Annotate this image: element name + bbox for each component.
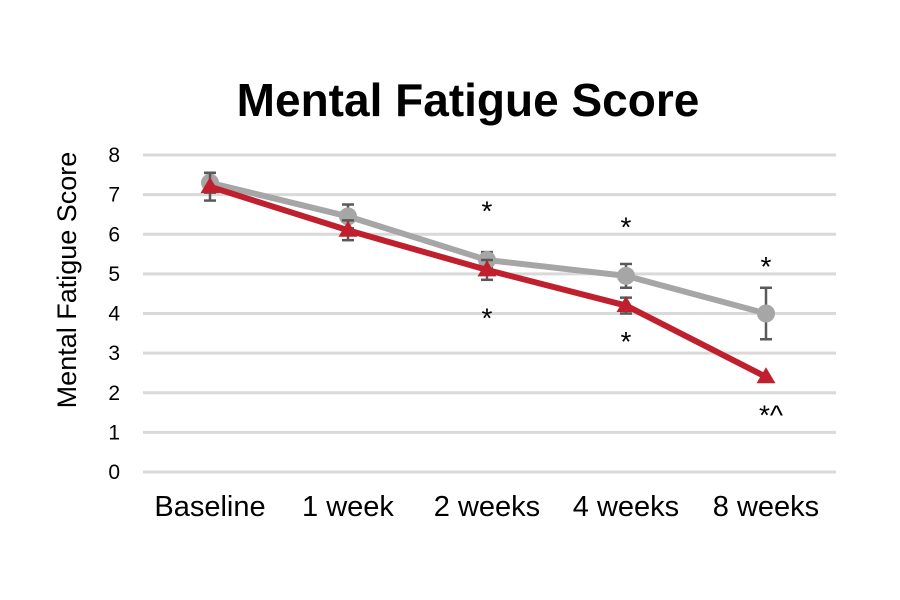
y-tick-label: 6 — [108, 223, 120, 246]
x-tick-label: 1 week — [302, 491, 394, 523]
x-tick-label: 8 weeks — [713, 491, 819, 523]
significance-marker: * — [761, 251, 772, 282]
x-tick-label: 4 weeks — [573, 491, 679, 523]
significance-marker: * — [621, 211, 632, 242]
y-tick-labels: 0 1 2 3 4 5 6 7 8 — [108, 144, 120, 484]
data-point — [616, 295, 636, 312]
data-point — [617, 266, 635, 285]
series-2 — [200, 171, 776, 384]
y-tick-label: 4 — [108, 303, 120, 326]
y-tick-label: 1 — [108, 421, 120, 444]
y-axis-label: Mental Fatigue Score — [52, 152, 82, 409]
chart-title: Mental Fatigue Score — [237, 74, 700, 126]
data-point — [757, 304, 775, 323]
x-tick-label: 2 weeks — [434, 491, 540, 523]
data-point — [200, 177, 220, 194]
x-tick-label: Baseline — [154, 491, 265, 523]
data-point — [477, 260, 497, 277]
y-tick-label: 7 — [108, 184, 120, 207]
series — [200, 171, 776, 384]
y-tick-label: 3 — [108, 342, 120, 365]
significance-marker: *^ — [759, 400, 783, 431]
y-tick-label: 8 — [108, 144, 120, 167]
significance-marker: * — [482, 302, 493, 333]
y-tick-label: 5 — [108, 263, 120, 286]
data-point — [756, 367, 776, 384]
y-tick-label: 2 — [108, 382, 120, 405]
significance-marker: * — [482, 195, 493, 226]
data-point — [338, 220, 358, 237]
significance-marker: * — [621, 326, 632, 357]
x-tick-labels: Baseline 1 week 2 weeks 4 weeks 8 weeks — [154, 491, 819, 523]
y-tick-label: 0 — [108, 461, 120, 484]
annotations: * * * * * *^ — [482, 195, 783, 430]
